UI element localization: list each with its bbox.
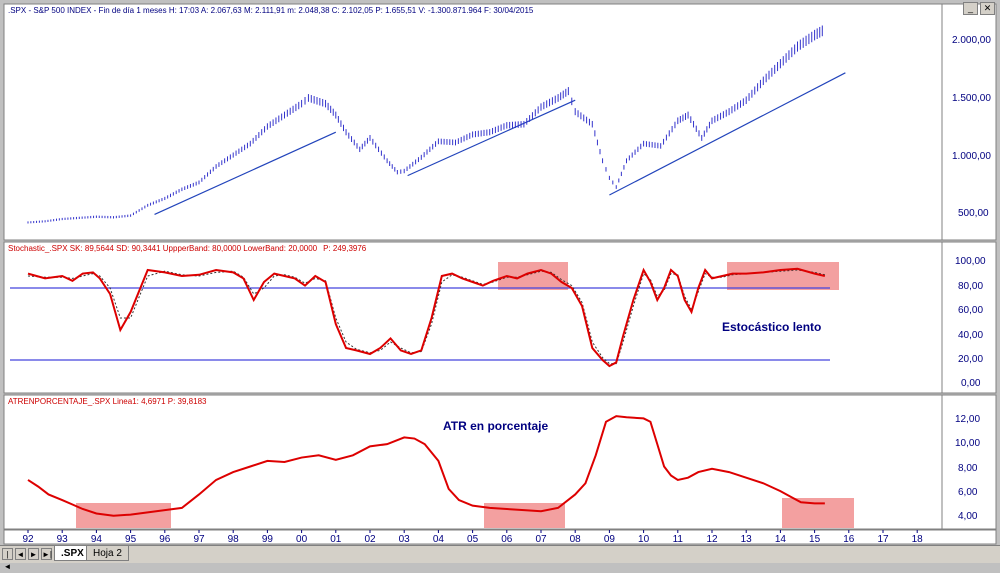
ytick-label: 20,00 — [958, 354, 983, 365]
x-tick-label: 01 — [330, 534, 342, 545]
x-tick-label: 02 — [364, 534, 376, 545]
x-tick-label: 93 — [57, 534, 69, 545]
ytick-label: 500,00 — [958, 208, 989, 219]
x-tick-label: 05 — [467, 534, 479, 545]
x-tick-label: 94 — [91, 534, 103, 545]
ytick-label: 0,00 — [961, 378, 981, 389]
stochastic-panel-title: Stochastic_.SPX SK: 89,5644 SD: 90,3441 … — [8, 244, 367, 253]
x-tick-label: 09 — [604, 534, 616, 545]
ytick-label: 6,00 — [958, 487, 978, 498]
ytick-label: 12,00 — [955, 414, 980, 425]
atr-annotation: ATR en porcentaje — [443, 419, 548, 433]
price-trendline — [407, 99, 576, 177]
x-tick-label: 98 — [228, 534, 240, 545]
x-tick-label: 99 — [262, 534, 274, 545]
last-sheet-button[interactable]: ►| — [41, 548, 52, 560]
atr-yticks: 12,00 10,00 8,00 6,00 4,00 — [955, 414, 980, 522]
x-tick-label: 92 — [22, 534, 34, 545]
atr-line — [27, 415, 825, 517]
minimize-button[interactable]: _ — [963, 2, 978, 15]
x-tick-label: 12 — [706, 534, 718, 545]
next-sheet-button[interactable]: ► — [28, 548, 39, 560]
x-tick-label: 17 — [877, 534, 889, 545]
atr-highlight-2006 — [484, 503, 565, 528]
price-panel — [3, 3, 943, 241]
tab-hoja-2[interactable]: Hoja 2 — [86, 546, 129, 561]
x-tick-label: 11 — [673, 534, 684, 545]
atr-axis — [941, 394, 997, 530]
ytick-label: 80,00 — [958, 281, 983, 292]
x-tick-label: 10 — [638, 534, 650, 545]
x-tick-label: 08 — [570, 534, 582, 545]
ytick-label: 10,00 — [955, 438, 980, 449]
stochastic-sk-line — [27, 267, 826, 368]
x-tick-label: 06 — [501, 534, 513, 545]
x-tick-label: 96 — [159, 534, 171, 545]
x-tick-label: 03 — [399, 534, 411, 545]
stochastic-axis — [941, 241, 997, 394]
chart-canvas: .SPX - S&P 500 INDEX - Fin de día 1 mese… — [3, 3, 997, 545]
x-tick-label: 13 — [741, 534, 753, 545]
ytick-label: 8,00 — [958, 463, 978, 474]
ytick-label: 60,00 — [958, 305, 983, 316]
x-tick-label: 16 — [843, 534, 855, 545]
prev-sheet-button[interactable]: ◄ — [15, 548, 26, 560]
x-tick-label: 07 — [535, 534, 547, 545]
ytick-label: 40,00 — [958, 330, 983, 341]
close-button[interactable]: ✕ — [980, 2, 995, 15]
x-tick-label: 97 — [193, 534, 205, 545]
ytick-label: 2.000,00 — [952, 35, 991, 46]
atr-panel-title: ATRENPORCENTAJE_.SPX Linea1: 4,6971 P: 3… — [8, 397, 207, 406]
x-axis-labels: 92 93 94 95 96 97 98 99 00 01 02 03 04 05 06 07 08 09 10 11… — [22, 530, 923, 545]
x-tick-label: 04 — [433, 534, 445, 545]
stochastic-highlight-2013 — [727, 262, 839, 290]
ytick-label: 4,00 — [958, 511, 978, 522]
plot-layer — [10, 25, 846, 517]
x-tick-label: 18 — [912, 534, 924, 545]
first-sheet-button[interactable]: |◄ — [2, 548, 13, 571]
ytick-label: 1.000,00 — [952, 151, 991, 162]
stochastic-yticks: 100,00 80,00 60,00 40,00 20,00 0,00 — [955, 256, 986, 389]
x-tick-label: 00 — [296, 534, 308, 545]
price-trendline — [609, 72, 846, 196]
sheet-tab-bar: |◄ ◄ ► ►| .SPX Hoja 2 — [0, 545, 1000, 571]
ytick-label: 1.500,00 — [952, 93, 991, 104]
x-tick-label: 95 — [125, 534, 137, 545]
x-tick-label: 15 — [809, 534, 821, 545]
price-axis — [941, 3, 997, 241]
x-axis-strip — [3, 529, 997, 545]
price-trendline — [154, 131, 337, 215]
stochastic-annotation: Estocástico lento — [722, 320, 821, 334]
price-yticks: 2.000,00 1.500,00 1.000,00 500,00 — [952, 35, 991, 219]
x-tick-label: 14 — [775, 534, 787, 545]
price-panel-title: .SPX - S&P 500 INDEX - Fin de día 1 mese… — [8, 6, 534, 15]
ytick-label: 100,00 — [955, 256, 986, 267]
